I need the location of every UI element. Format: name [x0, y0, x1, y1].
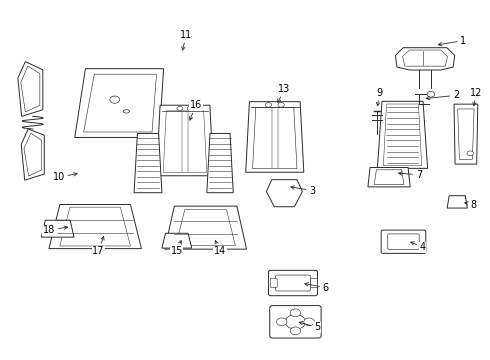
Polygon shape [75, 69, 164, 138]
Polygon shape [207, 134, 233, 193]
Text: 18: 18 [43, 225, 68, 235]
Circle shape [276, 318, 287, 326]
Circle shape [265, 103, 271, 107]
FancyBboxPatch shape [381, 230, 426, 253]
Circle shape [290, 327, 301, 335]
Polygon shape [162, 233, 192, 248]
Polygon shape [454, 104, 478, 164]
Circle shape [110, 96, 120, 103]
FancyBboxPatch shape [311, 279, 318, 287]
Text: 8: 8 [465, 200, 476, 210]
Polygon shape [377, 101, 428, 168]
Text: 5: 5 [299, 321, 320, 333]
Text: 17: 17 [92, 237, 105, 256]
Polygon shape [245, 102, 304, 172]
Text: 4: 4 [411, 242, 426, 252]
Text: 6: 6 [305, 283, 329, 293]
Polygon shape [447, 196, 467, 208]
Text: 14: 14 [214, 240, 226, 256]
Polygon shape [395, 48, 455, 70]
Polygon shape [368, 167, 410, 187]
Polygon shape [267, 180, 302, 207]
Circle shape [187, 106, 193, 111]
Polygon shape [134, 134, 162, 193]
Text: 1: 1 [439, 36, 466, 46]
Text: 12: 12 [470, 87, 483, 106]
Text: 16: 16 [190, 100, 202, 120]
Circle shape [290, 309, 301, 317]
Polygon shape [21, 129, 44, 180]
Polygon shape [18, 62, 43, 116]
Text: 2: 2 [426, 90, 460, 100]
Polygon shape [458, 109, 474, 159]
Polygon shape [165, 206, 246, 249]
FancyBboxPatch shape [388, 234, 419, 249]
FancyBboxPatch shape [276, 275, 310, 291]
FancyBboxPatch shape [269, 270, 318, 296]
Text: 11: 11 [180, 30, 193, 50]
Polygon shape [403, 50, 447, 66]
Circle shape [278, 103, 284, 107]
Polygon shape [41, 220, 74, 237]
FancyBboxPatch shape [270, 306, 321, 338]
Polygon shape [156, 105, 214, 176]
Circle shape [285, 314, 305, 329]
Text: 10: 10 [52, 172, 77, 182]
Text: 9: 9 [376, 87, 383, 106]
Circle shape [177, 106, 183, 111]
Circle shape [304, 318, 315, 326]
Text: 7: 7 [398, 170, 422, 180]
Ellipse shape [123, 110, 129, 113]
Polygon shape [49, 204, 142, 249]
Text: 13: 13 [278, 84, 291, 103]
Text: 15: 15 [171, 240, 183, 256]
Circle shape [427, 91, 435, 97]
Circle shape [467, 151, 473, 156]
Text: 3: 3 [291, 186, 315, 195]
FancyBboxPatch shape [270, 279, 277, 287]
